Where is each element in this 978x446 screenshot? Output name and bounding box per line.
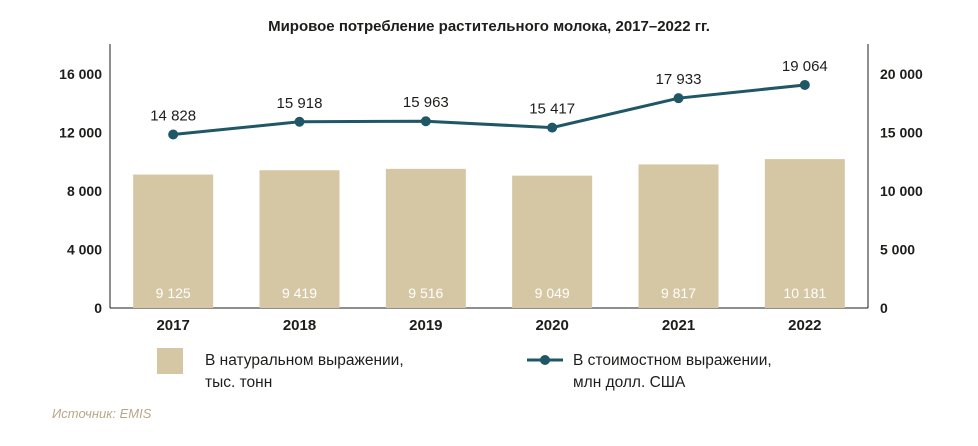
x-axis-tick-label: 2022 — [788, 317, 821, 334]
line-point — [420, 116, 431, 127]
bar-value-label: 9 125 — [156, 285, 191, 301]
x-axis-tick-label: 2017 — [156, 317, 189, 334]
source-note: Источник: EMIS — [52, 406, 152, 421]
line-value-label: 14 828 — [150, 108, 196, 125]
x-axis-tick-label: 2020 — [535, 317, 568, 334]
bar — [385, 168, 466, 308]
legend-bar-label-line-1: В натуральном выражении, — [205, 352, 404, 369]
legend-line-label: В стоимостном выражении, млн долл. США — [573, 350, 772, 394]
line-point — [799, 79, 810, 90]
x-axis-tick-label: 2019 — [409, 317, 442, 334]
left-axis-tick-label: 4 000 — [67, 242, 102, 258]
left-axis-tick-label: 0 — [94, 300, 102, 316]
bar-value-label: 9 049 — [535, 285, 570, 301]
line-value-label: 15 918 — [277, 95, 323, 112]
bar — [259, 170, 340, 308]
line-value-label: 15 963 — [403, 94, 449, 111]
bar — [133, 174, 214, 308]
right-axis-tick-label: 10 000 — [880, 183, 923, 199]
legend-bar-label: В натуральном выражении, тыс. тонн — [205, 350, 404, 394]
bar-value-label: 9 516 — [408, 285, 443, 301]
line-series-path — [173, 83, 805, 137]
right-axis-tick-label: 20 000 — [880, 66, 923, 82]
chart-title: Мировое потребление растительного молока… — [268, 18, 710, 35]
x-axis-tick-label: 2021 — [662, 317, 695, 334]
right-axis-tick-label: 0 — [880, 300, 888, 316]
legend-line-marker — [540, 355, 550, 365]
line-point — [547, 122, 558, 133]
legend-line-label-line-1: В стоимостном выражении, — [573, 352, 772, 369]
bar-value-label: 10 181 — [783, 285, 826, 301]
bar — [512, 175, 593, 308]
bar-value-label: 9 817 — [661, 285, 696, 301]
left-axis-tick-label: 16 000 — [59, 66, 102, 82]
legend-bar-swatch — [157, 348, 183, 374]
line-value-label: 19 064 — [782, 58, 828, 75]
line-point — [673, 93, 684, 104]
left-axis-tick-label: 8 000 — [67, 183, 102, 199]
line-point — [168, 129, 179, 140]
line-value-label: 15 417 — [529, 101, 575, 118]
legend-line-swatch — [527, 355, 563, 365]
line-point — [294, 116, 305, 127]
x-axis-tick-label: 2018 — [283, 317, 316, 334]
bar — [638, 164, 719, 308]
bar — [764, 159, 845, 308]
legend-bar-label-line-2: тыс. тонн — [205, 374, 273, 391]
legend-line-label-line-2: млн долл. США — [573, 374, 686, 391]
right-axis-tick-label: 5 000 — [880, 242, 915, 258]
line-value-label: 17 933 — [656, 71, 702, 88]
right-axis-tick-label: 15 000 — [880, 125, 923, 141]
bar-value-label: 9 419 — [282, 285, 317, 301]
left-axis-tick-label: 12 000 — [59, 125, 102, 141]
